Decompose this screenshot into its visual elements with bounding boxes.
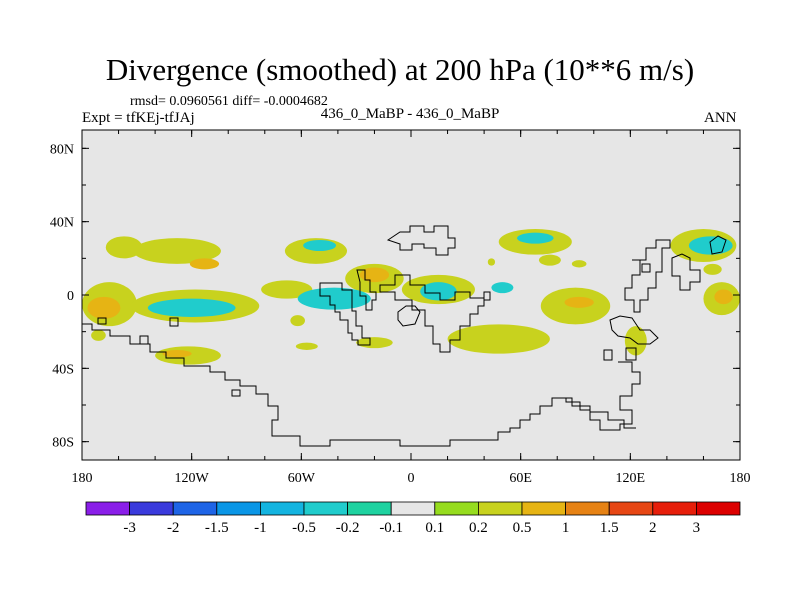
coastline-maritime-continent: [609, 315, 659, 345]
colorbar-swatch: [521, 501, 566, 516]
colorbar-label: 0.5: [513, 520, 532, 536]
colorbar-label: -0.5: [292, 520, 316, 536]
field-region-18: [290, 315, 305, 327]
y-axis: 80N 40N 0 40S 80S: [50, 142, 740, 451]
colorbar-label: 1.5: [600, 520, 619, 536]
colorbar-swatch: [434, 501, 479, 516]
field-region-4: [87, 296, 121, 319]
coastline-madagascar: [397, 305, 421, 327]
coastline-east-asia: [624, 239, 671, 313]
field-region-20: [420, 282, 457, 301]
coastline-small-island-5: [641, 263, 651, 273]
field-region-14: [359, 267, 390, 283]
field-region-12: [261, 280, 313, 299]
coastline-small-island-2: [139, 335, 149, 345]
coastline-africa: [379, 274, 485, 353]
colorbar-label: -2: [167, 520, 180, 536]
x-tick-label: 60W: [288, 471, 316, 486]
colorbar-label: -1.5: [205, 520, 229, 536]
colorbar-swatch: [390, 501, 436, 516]
field-region-35: [703, 263, 722, 275]
x-tick-label: 0: [408, 471, 415, 486]
colorbar-label: 1: [562, 520, 570, 536]
colorbar-swatch: [216, 501, 261, 516]
y-tick-label: 0: [67, 289, 74, 304]
field-region-21: [447, 324, 550, 354]
coastline-small-island-4: [231, 389, 241, 397]
colorbar-swatch: [129, 501, 174, 516]
stats-text: rmsd= 0.0960561 diff= -0.0004682: [130, 94, 328, 109]
x-tick-label: 180: [72, 471, 93, 486]
colorbar-swatch: [696, 501, 741, 516]
chart-title: Divergence (smoothed) at 200 hPa (10**6 …: [105, 52, 695, 87]
field-region-26: [564, 296, 594, 308]
field-region-27: [538, 254, 561, 266]
y-tick-label: 40S: [52, 362, 74, 377]
coastline-small-island-1: [97, 317, 107, 325]
field-region-22: [491, 282, 514, 294]
field-region-6: [147, 298, 236, 318]
field-region-2: [189, 258, 220, 270]
x-tick-label: 120W: [175, 471, 210, 486]
colorbar-swatch: [259, 501, 305, 516]
field-region-16: [356, 337, 393, 349]
field-region-0: [105, 236, 143, 259]
coastline-australia: [82, 323, 641, 447]
coastline-arabia: [483, 291, 491, 301]
divergence-field: [82, 229, 740, 365]
y-tick-label: 80S: [52, 436, 74, 451]
y-tick-label: 40N: [50, 216, 74, 231]
coastline-north-america: [319, 282, 371, 346]
y-tick-label: 80N: [50, 142, 74, 157]
colorbar: -3 -2 -1.5 -1 -0.5 -0.2 -0.1 0.1 0.2 0.5 1 1.5 2 3: [85, 501, 741, 536]
colorbar-label: 0.2: [469, 520, 488, 536]
field-region-29: [487, 258, 496, 266]
field-region-8: [162, 350, 192, 358]
colorbar-label: 2: [649, 520, 657, 536]
field-region-28: [571, 260, 587, 268]
colorbar-label: 3: [693, 520, 701, 536]
coastline-outlines: [82, 225, 727, 447]
colorbar-swatch: [85, 501, 130, 516]
field-region-1: [133, 238, 221, 264]
colorbar-label: -1: [254, 520, 267, 536]
colorbar-label: -0.1: [379, 520, 403, 536]
x-tick-label: 120E: [616, 471, 646, 486]
field-region-15: [297, 287, 371, 310]
colorbar-label: 0.1: [425, 520, 444, 536]
field-region-34: [714, 289, 733, 305]
coastline-south-america: [603, 349, 613, 361]
case-label: 436_0_MaBP - 436_0_MaBP: [320, 106, 500, 122]
coastline-philippines: [671, 253, 701, 291]
coastline-europe: [386, 225, 456, 256]
colorbar-swatch: [303, 501, 348, 516]
colorbar-swatch: [652, 501, 697, 516]
colorbar-swatch: [347, 501, 392, 516]
coastline-antarctica-east: [555, 397, 636, 429]
field-region-17: [295, 342, 318, 351]
coastline-central-america: [356, 269, 377, 311]
season-label: ANN: [704, 110, 737, 126]
x-tick-label: 60E: [509, 471, 532, 486]
colorbar-swatch: [608, 501, 654, 516]
x-tick-label: 180: [730, 471, 751, 486]
field-region-24: [517, 232, 554, 244]
field-region-9: [91, 329, 106, 341]
colorbar-label: -0.2: [336, 520, 360, 536]
coastline-japan: [709, 235, 727, 255]
colorbar-swatch: [172, 501, 218, 516]
colorbar-swatch: [565, 501, 610, 516]
colorbar-label: -3: [123, 520, 136, 536]
experiment-label: Expt = tfKEj-tfJAj: [82, 110, 195, 126]
coastline-small-island-3: [169, 317, 179, 327]
colorbar-swatch: [477, 501, 523, 516]
x-axis: 180 120W 60W 0 60E 120E 180: [72, 130, 751, 486]
field-region-11: [303, 240, 337, 251]
coastline-indonesia-east: [625, 347, 637, 361]
